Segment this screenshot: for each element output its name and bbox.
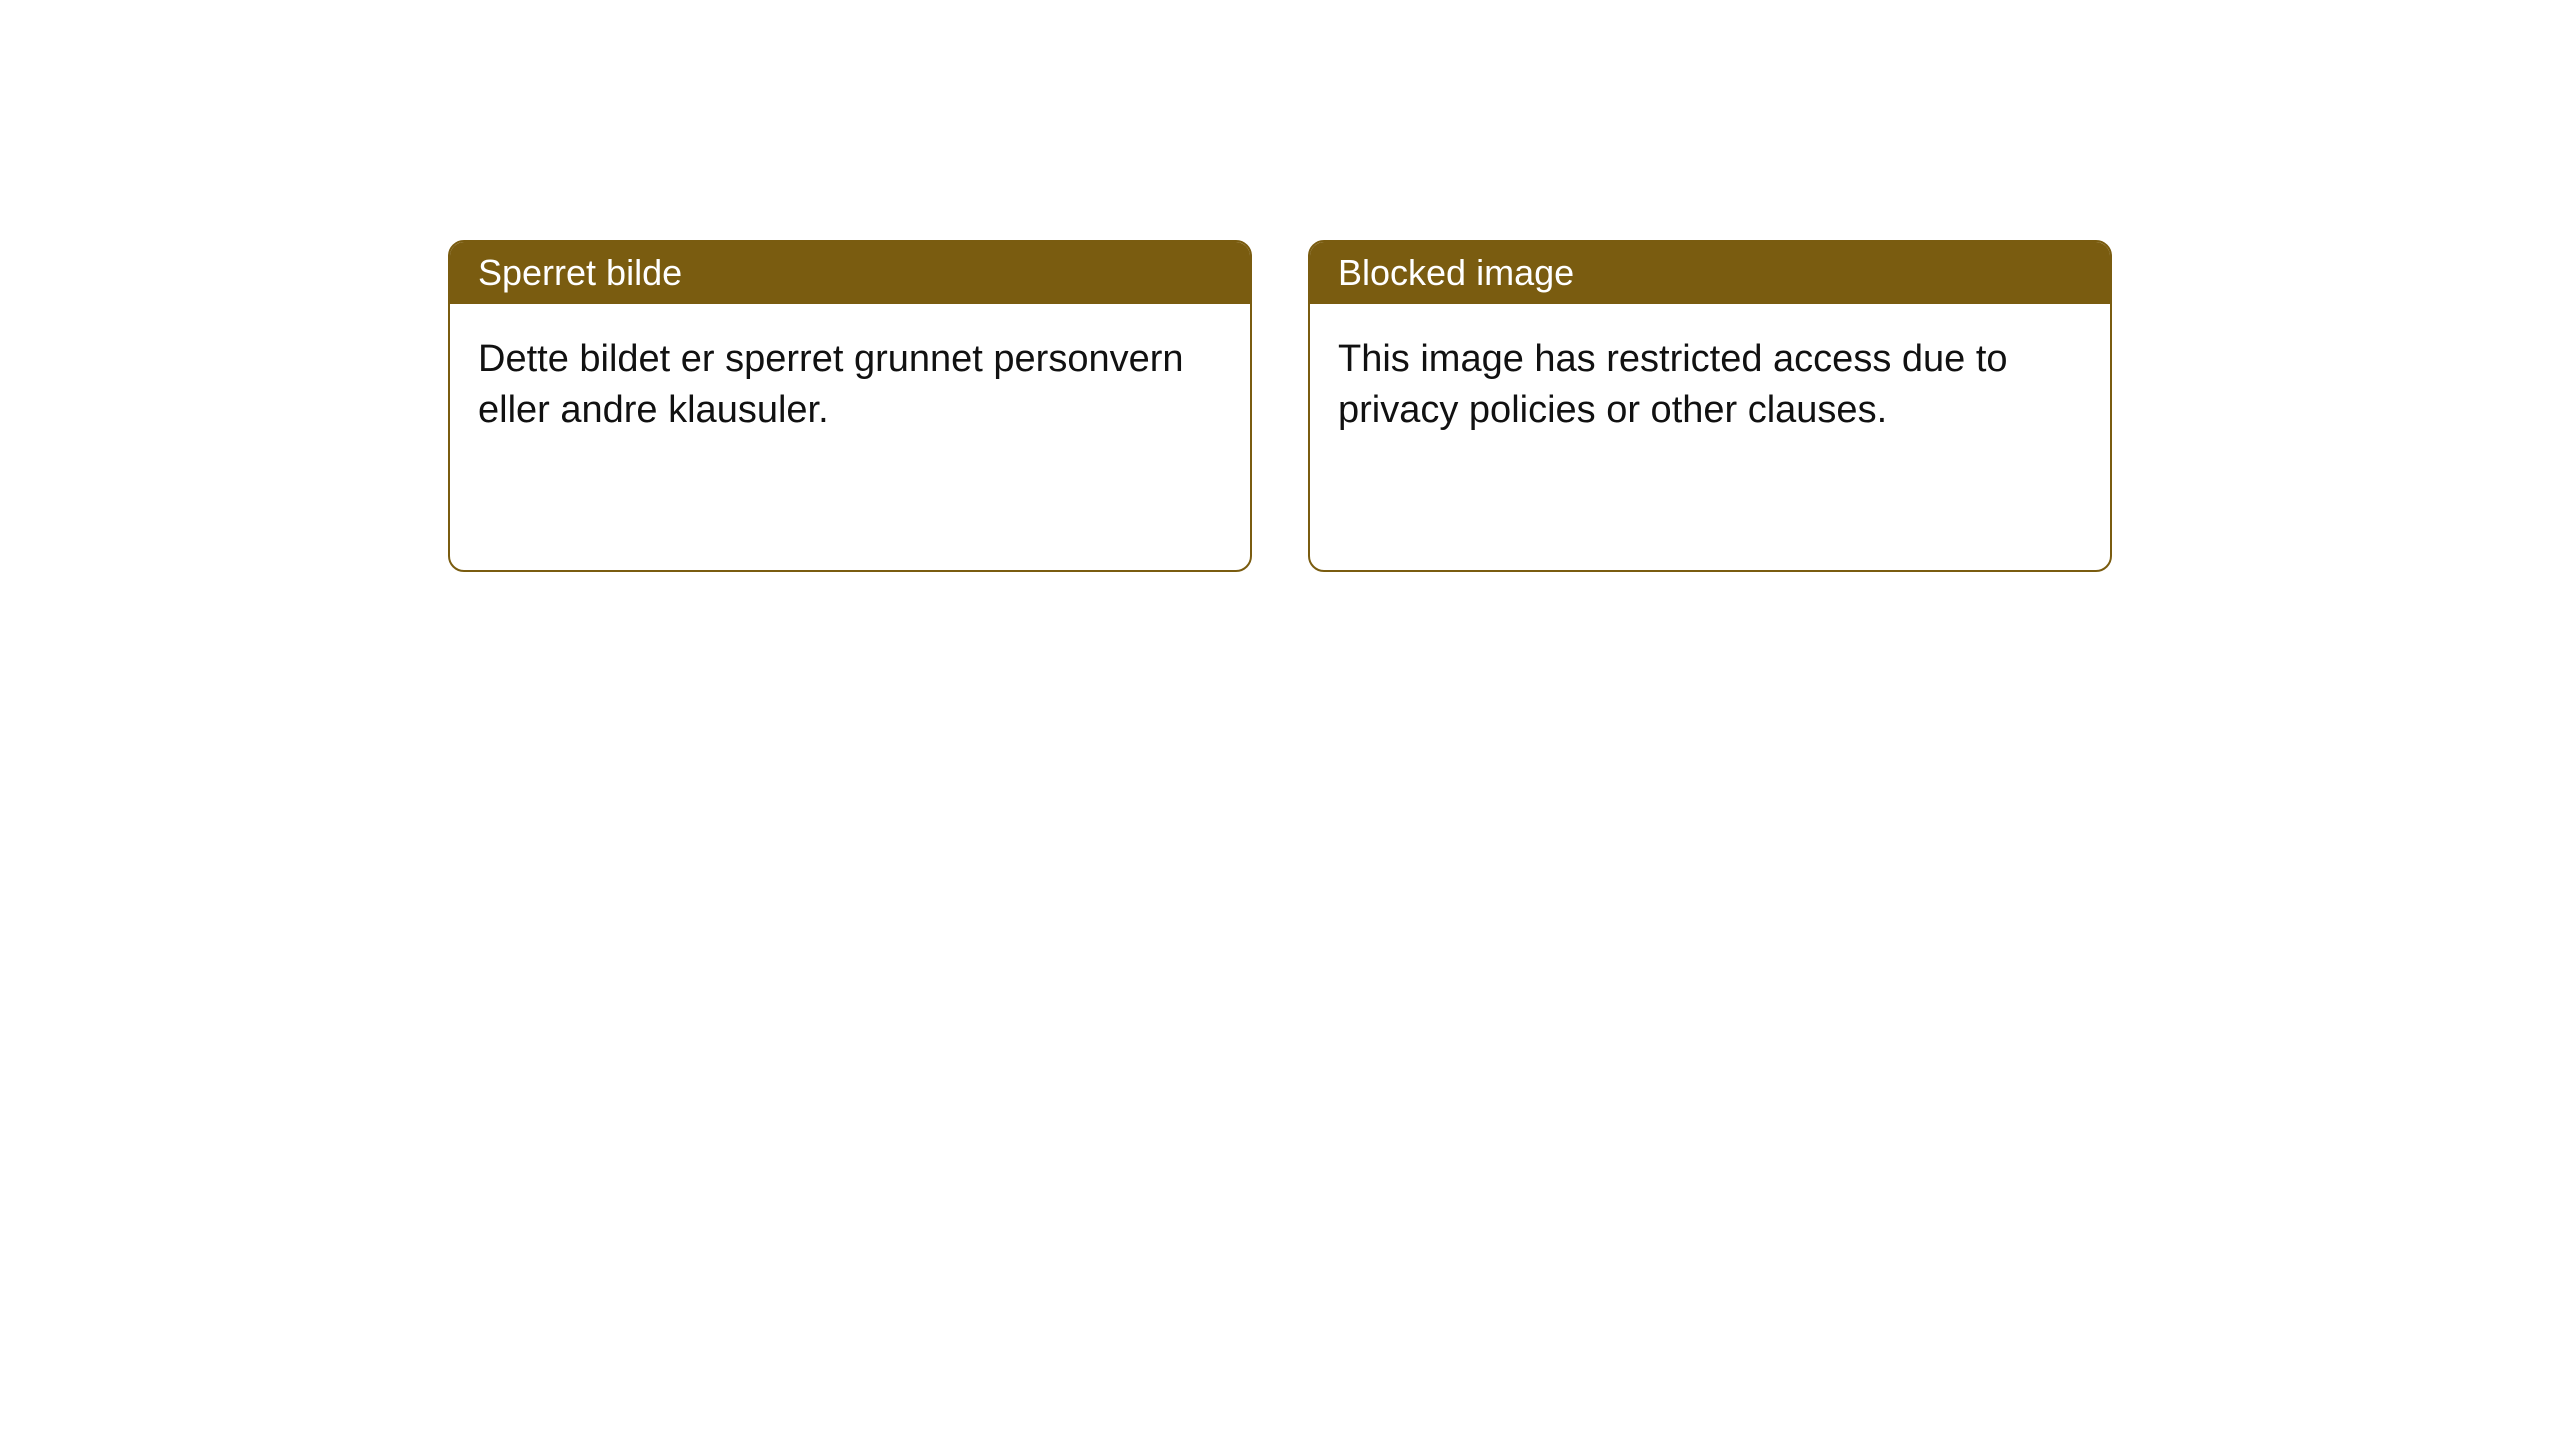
notice-body-no: Dette bildet er sperret grunnet personve… (450, 304, 1250, 477)
notice-body-text: Dette bildet er sperret grunnet personve… (478, 338, 1184, 431)
notice-container: Sperret bilde Dette bildet er sperret gr… (448, 240, 2112, 572)
notice-header-en: Blocked image (1310, 242, 2110, 304)
notice-title: Blocked image (1338, 252, 1574, 293)
notice-header-no: Sperret bilde (450, 242, 1250, 304)
notice-card-no: Sperret bilde Dette bildet er sperret gr… (448, 240, 1252, 572)
notice-title: Sperret bilde (478, 252, 682, 293)
notice-body-text: This image has restricted access due to … (1338, 338, 2008, 431)
notice-body-en: This image has restricted access due to … (1310, 304, 2110, 477)
notice-card-en: Blocked image This image has restricted … (1308, 240, 2112, 572)
